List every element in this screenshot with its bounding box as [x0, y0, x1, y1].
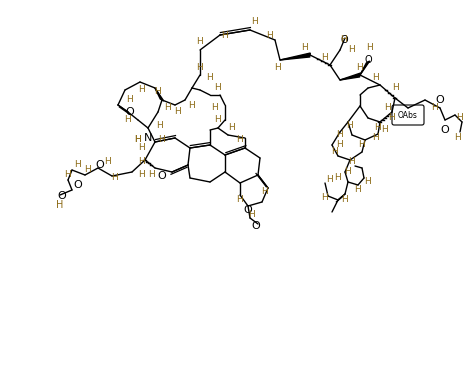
Text: H: H	[381, 125, 387, 134]
Text: H: H	[336, 141, 343, 149]
Text: H: H	[236, 135, 243, 144]
Text: H: H	[164, 103, 171, 112]
Text: H: H	[64, 171, 71, 179]
Text: H: H	[214, 83, 221, 93]
Text: H: H	[236, 195, 243, 205]
Text: H: H	[334, 173, 341, 183]
Text: O: O	[440, 125, 448, 135]
Polygon shape	[339, 73, 360, 80]
Text: H: H	[74, 161, 81, 169]
Text: H: H	[251, 17, 258, 27]
Text: O: O	[243, 205, 252, 215]
Text: H: H	[188, 100, 195, 110]
Text: H: H	[134, 135, 141, 144]
Text: H: H	[431, 103, 437, 112]
Text: H: H	[126, 95, 133, 105]
Text: H: H	[84, 166, 91, 174]
Text: H: H	[354, 186, 361, 195]
Text: H: H	[261, 188, 268, 196]
Text: O: O	[125, 107, 134, 117]
Text: H: H	[358, 141, 365, 149]
Polygon shape	[279, 53, 310, 60]
Text: O: O	[73, 180, 82, 190]
FancyBboxPatch shape	[391, 105, 423, 125]
Text: H: H	[321, 54, 327, 63]
Text: OAbs: OAbs	[397, 110, 417, 120]
Text: H: H	[248, 210, 255, 220]
Text: O: O	[435, 95, 444, 105]
Polygon shape	[359, 61, 369, 75]
Text: H: H	[326, 176, 333, 185]
Text: H: H	[348, 157, 355, 166]
Text: H: H	[346, 120, 353, 129]
Text: H: H	[134, 135, 141, 144]
Text: H: H	[196, 64, 203, 73]
Text: H: H	[372, 73, 378, 83]
Text: H: H	[139, 144, 145, 152]
Text: H: H	[211, 103, 218, 112]
Text: O: O	[251, 221, 260, 231]
Text: H: H	[341, 195, 347, 205]
Text: H: H	[344, 168, 351, 176]
Text: N: N	[143, 133, 152, 143]
Text: H: H	[456, 113, 462, 122]
Text: H: H	[348, 46, 355, 54]
Text: H: H	[364, 178, 371, 186]
Text: H: H	[331, 147, 337, 156]
Text: H: H	[159, 135, 165, 144]
Text: H: H	[139, 86, 145, 95]
Text: H: H	[196, 37, 203, 46]
Text: H: H	[374, 124, 381, 132]
Text: H: H	[388, 113, 395, 122]
Text: H: H	[274, 64, 281, 73]
Text: H: H	[214, 115, 221, 125]
Text: H: H	[124, 115, 131, 125]
Text: H: H	[340, 36, 347, 44]
Text: H: H	[111, 173, 118, 183]
Text: H: H	[336, 130, 343, 139]
Text: H: H	[356, 64, 363, 73]
Text: H: H	[206, 73, 213, 83]
Text: H: H	[174, 107, 181, 117]
Text: H: H	[139, 157, 145, 166]
Text: H: H	[139, 171, 145, 179]
Text: O: O	[157, 171, 166, 181]
Text: O: O	[363, 55, 371, 65]
Text: H: H	[149, 171, 155, 179]
Polygon shape	[155, 88, 163, 101]
Text: H: H	[156, 120, 163, 129]
Text: H: H	[321, 193, 327, 203]
Text: H: H	[104, 157, 111, 166]
Text: H: H	[301, 44, 307, 52]
Text: H: H	[454, 134, 460, 142]
Text: H: H	[221, 30, 228, 39]
Text: H: H	[384, 103, 390, 112]
Text: H: H	[392, 83, 398, 93]
Text: O: O	[95, 160, 104, 170]
Text: O: O	[339, 35, 347, 45]
Text: H: H	[56, 200, 64, 210]
Text: O: O	[58, 191, 66, 201]
Text: H: H	[266, 30, 273, 39]
Text: H: H	[154, 88, 161, 96]
Text: H: H	[372, 134, 378, 142]
Text: H: H	[228, 124, 235, 132]
Text: H: H	[366, 44, 373, 52]
